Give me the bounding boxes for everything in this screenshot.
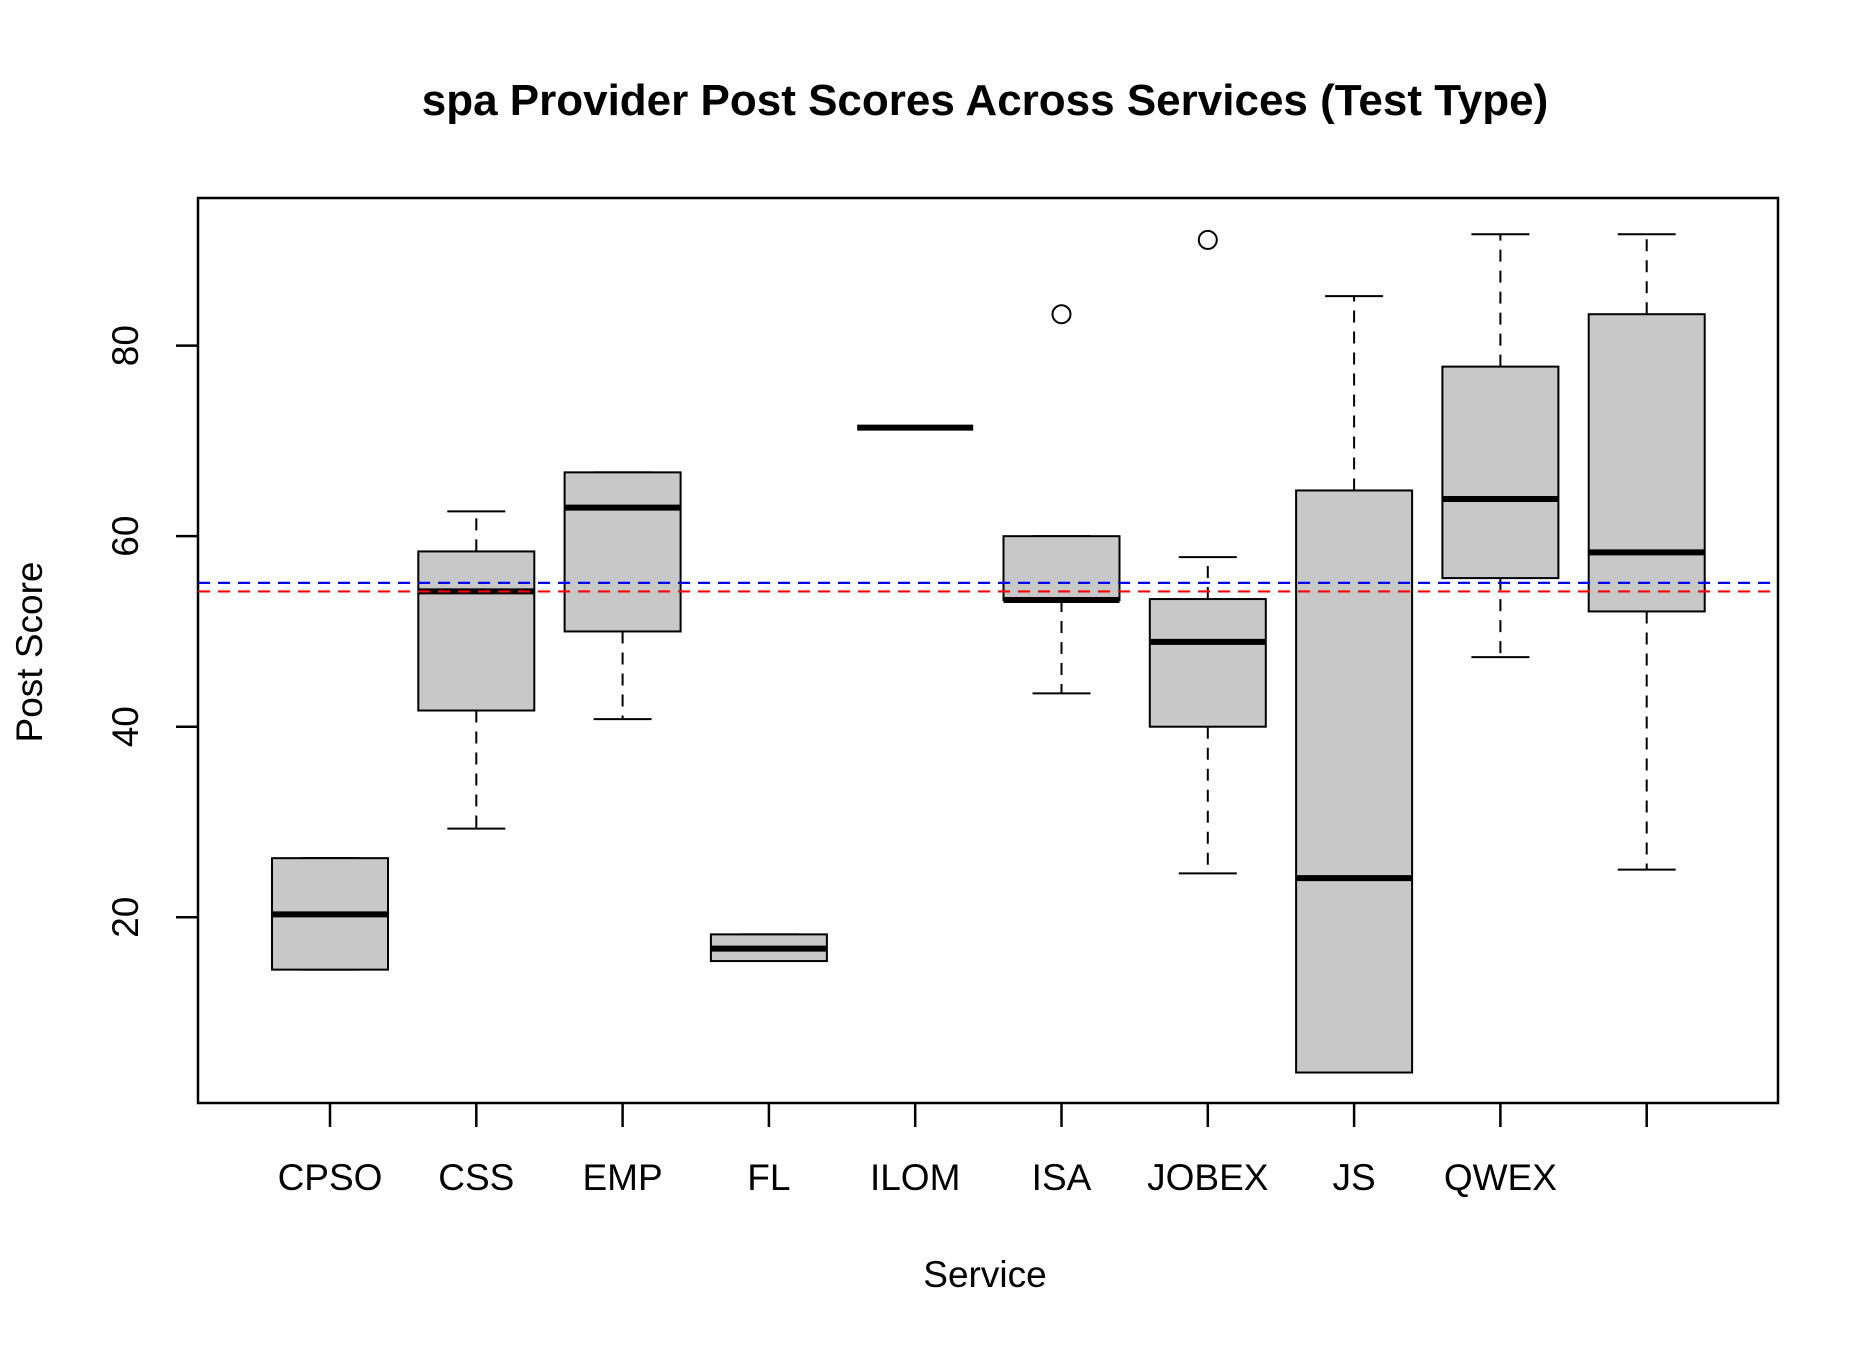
box-isa [1002,304,1121,695]
x-tick-label: ISA [1032,1157,1092,1198]
x-tick-label: ILOM [870,1157,960,1198]
box-css [417,510,536,830]
y-tick-label: 80 [105,325,146,366]
box-emp [563,471,682,721]
y-tick-label: 20 [105,897,146,938]
box-iqr [563,471,682,633]
box-iqr [1441,365,1560,580]
x-tick-label: QWEX [1444,1157,1557,1198]
outlier-point [1051,304,1072,325]
chart-marks: 20 40 60 80 CPSO CSS EMP FL ILOM ISA JOBEX JS QWEX [105,229,1778,1198]
x-axis-label: Service [923,1254,1046,1295]
box-js [1295,295,1414,1074]
box-fl [709,933,828,963]
x-tick-label: JS [1333,1157,1376,1198]
y-tick-label: 60 [105,516,146,557]
box-cpso [271,857,389,971]
box-jobex [1148,229,1267,875]
box-iqr [1002,535,1121,602]
x-tick-label: FL [747,1157,790,1198]
chart-title: spa Provider Post Scores Across Services… [422,76,1549,125]
x-tick-label: CSS [438,1157,514,1198]
outlier-point [1197,229,1218,250]
plot-area-frame [196,196,1780,1105]
box-iqr [1587,313,1706,613]
x-tick-label: EMP [583,1157,663,1198]
y-tick-label: 40 [105,706,146,747]
box-unlabeled [1587,233,1706,871]
box-iqr [1295,489,1414,1074]
x-tick-label: CPSO [278,1157,383,1198]
y-axis-label: Post Score [9,562,50,743]
box-qwex [1441,233,1560,659]
box-iqr [417,550,536,712]
box-iqr [1148,598,1267,728]
x-tick-label: JOBEX [1147,1157,1268,1198]
